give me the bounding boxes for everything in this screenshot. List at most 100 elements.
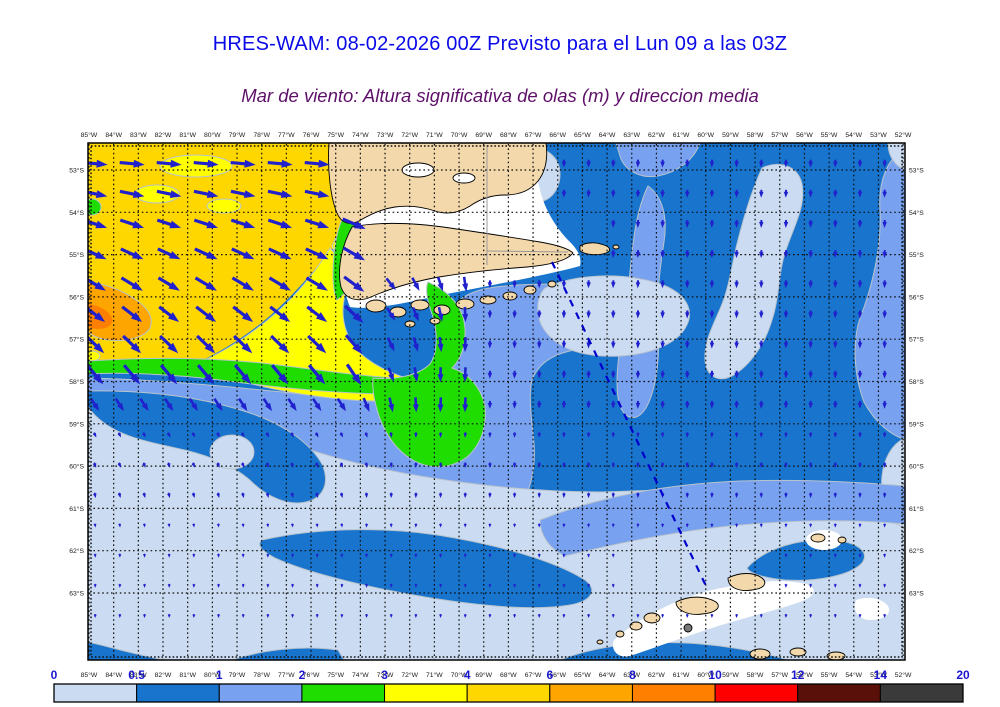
lon-label-top: 56°W xyxy=(796,131,813,139)
lat-label-right: 54°S xyxy=(909,209,924,217)
lon-label-top: 83°W xyxy=(130,131,147,139)
graticule-grid xyxy=(88,144,904,659)
lat-label-right: 58°S xyxy=(909,378,924,386)
wave-direction-arrows xyxy=(88,159,887,619)
lat-label-left: 55°S xyxy=(69,251,84,259)
lon-label-top: 58°W xyxy=(747,131,764,139)
drake-passage-route-line xyxy=(551,261,707,587)
lon-label-bottom: 67°W xyxy=(525,671,542,679)
lon-label-bottom: 69°W xyxy=(475,671,492,679)
colorbar-value-label: 0 xyxy=(51,668,58,682)
lat-label-left: 57°S xyxy=(69,336,84,344)
patagonia-mainland xyxy=(328,143,548,224)
lon-label-bottom: 52°W xyxy=(895,671,912,679)
lon-label-top: 53°W xyxy=(870,131,887,139)
lon-label-bottom: 85°W xyxy=(81,671,98,679)
lon-label-bottom: 76°W xyxy=(303,671,320,679)
colorbar-value-label: 10 xyxy=(708,668,722,682)
colorbar-segment xyxy=(136,683,220,703)
lon-label-top: 52°W xyxy=(895,131,912,139)
colorbar-value-label: 8 xyxy=(629,668,636,682)
lon-label-bottom: 82°W xyxy=(155,671,172,679)
lat-label-left: 60°S xyxy=(69,463,84,471)
lat-label-right: 61°S xyxy=(909,505,924,513)
lat-label-left: 63°S xyxy=(69,590,84,598)
lon-label-bottom: 70°W xyxy=(451,671,468,679)
tierra-del-fuego xyxy=(339,222,574,301)
lon-label-bottom: 84°W xyxy=(105,671,122,679)
lon-label-top: 70°W xyxy=(451,131,468,139)
colorbar-value-label: 6 xyxy=(546,668,553,682)
colorbar-segment xyxy=(797,683,881,703)
page-title: HRES-WAM: 08-02-2026 00Z Previsto para e… xyxy=(212,33,788,55)
country-border-lines xyxy=(486,145,569,265)
lon-label-top: 65°W xyxy=(574,131,591,139)
lon-label-bottom: 75°W xyxy=(327,671,344,679)
colorbar-segment xyxy=(549,683,633,703)
colorbar-value-label: 20 xyxy=(956,668,970,682)
lon-label-top: 69°W xyxy=(475,131,492,139)
lon-label-bottom: 64°W xyxy=(599,671,616,679)
colorbar-value-label: 4 xyxy=(464,668,471,682)
lon-label-bottom: 57°W xyxy=(771,671,788,679)
lon-label-bottom: 78°W xyxy=(253,671,270,679)
lon-label-top: 55°W xyxy=(821,131,838,139)
lon-label-bottom: 71°W xyxy=(426,671,443,679)
colorbar-value-label: 3 xyxy=(381,668,388,682)
lat-label-left: 54°S xyxy=(69,209,84,217)
isla-de-los-estados xyxy=(579,242,611,256)
lon-label-top: 80°W xyxy=(204,131,221,139)
lat-label-right: 55°S xyxy=(909,251,924,259)
lon-label-top: 63°W xyxy=(623,131,640,139)
lon-label-top: 84°W xyxy=(105,131,122,139)
colorbar-segment xyxy=(218,683,303,703)
lon-label-bottom: 77°W xyxy=(278,671,295,679)
lon-label-top: 78°W xyxy=(253,131,270,139)
cape-horn-archipelago xyxy=(365,280,557,328)
lon-label-bottom: 58°W xyxy=(747,671,764,679)
lon-label-bottom: 80°W xyxy=(204,671,221,679)
lon-label-top: 54°W xyxy=(845,131,862,139)
lon-label-bottom: 68°W xyxy=(500,671,517,679)
colorbar-segment xyxy=(714,683,799,703)
axis-tick-labels: 85°W 85°W 84°W 84°W 83°W 83°W 82°W 82°W 81°W 81°W… xyxy=(69,131,924,679)
wave-height-colorbar: 0 0.5 1 2 3 4 6 8 10 12 14 20 xyxy=(51,668,970,703)
lon-label-top: 76°W xyxy=(303,131,320,139)
lon-label-bottom: 59°W xyxy=(722,671,739,679)
lat-label-left: 62°S xyxy=(69,547,84,555)
lon-label-bottom: 73°W xyxy=(377,671,394,679)
wave-height-field xyxy=(88,143,905,660)
lat-label-left: 61°S xyxy=(69,505,84,513)
colorbar-value-label: 2 xyxy=(299,668,306,682)
lon-label-bottom: 62°W xyxy=(648,671,665,679)
lat-label-left: 59°S xyxy=(69,420,84,428)
lon-label-top: 74°W xyxy=(352,131,369,139)
south-shetland-islands xyxy=(596,533,847,660)
lon-label-top: 81°W xyxy=(179,131,196,139)
lon-label-top: 73°W xyxy=(377,131,394,139)
lon-label-top: 68°W xyxy=(500,131,517,139)
lon-label-bottom: 66°W xyxy=(549,671,566,679)
lat-label-right: 63°S xyxy=(909,590,924,598)
lat-label-left: 53°S xyxy=(69,167,84,175)
colorbar-value-label: 12 xyxy=(791,668,805,682)
lon-label-top: 71°W xyxy=(426,131,443,139)
colorbar-value-label: 0.5 xyxy=(128,668,145,682)
lon-label-top: 60°W xyxy=(697,131,714,139)
lon-label-bottom: 83°W xyxy=(130,671,147,679)
lon-label-bottom: 72°W xyxy=(401,671,418,679)
lat-label-right: 53°S xyxy=(909,167,924,175)
lon-label-top: 79°W xyxy=(229,131,246,139)
lon-label-bottom: 56°W xyxy=(796,671,813,679)
lon-label-bottom: 74°W xyxy=(352,671,369,679)
lon-label-bottom: 79°W xyxy=(229,671,246,679)
lon-label-bottom: 54°W xyxy=(845,671,862,679)
lon-label-top: 61°W xyxy=(673,131,690,139)
lon-label-top: 75°W xyxy=(327,131,344,139)
colorbar-segment xyxy=(466,683,551,703)
lon-label-top: 64°W xyxy=(599,131,616,139)
colorbar-segment xyxy=(384,683,468,703)
colorbar-segment xyxy=(879,683,964,703)
